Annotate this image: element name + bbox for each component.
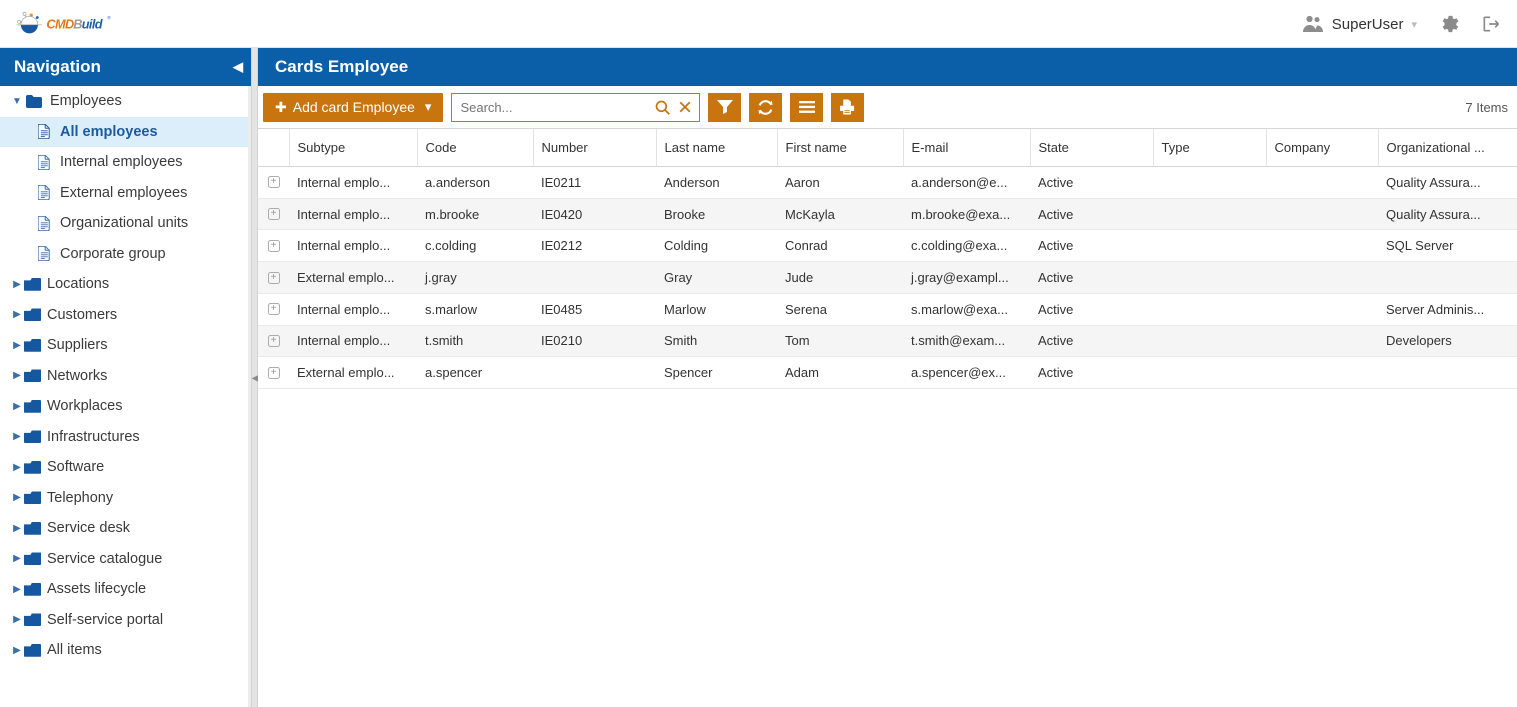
svg-text:B: B — [73, 16, 82, 31]
svg-text:®: ® — [107, 14, 111, 21]
svg-text:uild: uild — [82, 16, 104, 31]
svg-text:CMD: CMD — [46, 16, 74, 31]
